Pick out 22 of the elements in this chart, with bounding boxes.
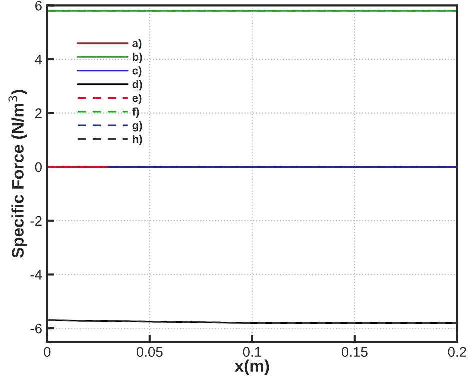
y-tick-label: 0 <box>35 162 42 172</box>
legend-label: f) <box>132 108 140 118</box>
y-tick-label: -4 <box>30 270 42 280</box>
legend-label: b) <box>133 52 142 64</box>
legend-label: g) <box>132 121 142 132</box>
x-tick-label: 0 <box>44 347 51 358</box>
legend-label: h) <box>133 135 142 146</box>
y-tick-label: 2 <box>36 108 42 118</box>
x-tick-label: 0.05 <box>136 347 163 358</box>
legend-label: c) <box>132 66 142 77</box>
y-axis-title: Specific Force (N/m$^{3}$) <box>8 90 28 258</box>
x-tick-label: 0.2 <box>448 347 466 358</box>
legend-label: d) <box>132 80 142 91</box>
x-tick-label: 0.1 <box>243 347 262 358</box>
legend-label: a) <box>132 39 142 50</box>
y-tick-label: -2 <box>30 216 42 226</box>
x-axis-title: x(m) <box>234 360 270 376</box>
y-tick-label: 6 <box>36 1 42 11</box>
legend-label: e) <box>132 94 142 104</box>
y-tick-label: -6 <box>30 324 42 334</box>
x-tick-label: 0.15 <box>342 347 368 358</box>
y-tick-label: 4 <box>35 54 42 65</box>
